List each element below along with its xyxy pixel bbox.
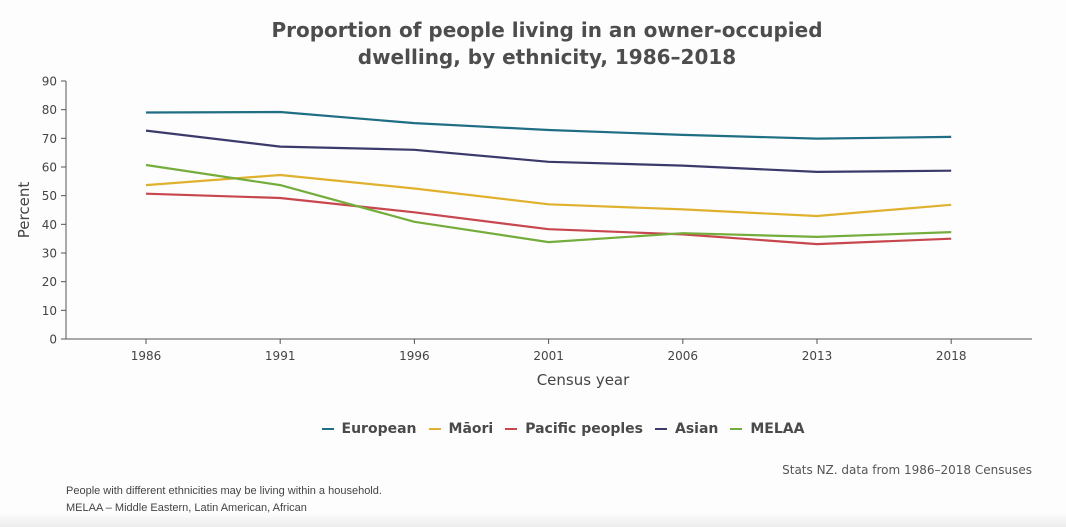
y-tick-label: 20	[42, 275, 57, 289]
x-tick-label: 2018	[936, 349, 967, 363]
bottom-fade	[0, 513, 1066, 527]
x-tick-label: 2013	[802, 349, 833, 363]
legend-item[interactable]: Asian	[654, 421, 719, 437]
chart-title-line-1: Proportion of people living in an owner-…	[271, 18, 823, 42]
chart-title-line-2: dwelling, by ethnicity, 1986–2018	[357, 45, 737, 69]
footnote-households: People with different ethnicities may be…	[66, 485, 382, 497]
legend-swatch	[505, 428, 518, 430]
series-line-european	[145, 110, 952, 140]
series-line-asian	[145, 129, 952, 173]
legend-label: European	[341, 421, 417, 437]
y-tick-label: 40	[42, 218, 57, 232]
legend-swatch	[730, 428, 743, 430]
y-tick-label: 0	[49, 333, 57, 347]
legend: European Māori Pacific peoples Asian MELAA	[0, 421, 1066, 437]
y-axis-label: Percent	[15, 182, 33, 239]
legend-label: Asian	[674, 421, 719, 437]
footnotes: People with different ethnicities may be…	[66, 483, 382, 517]
y-tick-label: 90	[42, 75, 57, 89]
legend-swatch	[654, 428, 667, 430]
legend-label: Māori	[448, 421, 494, 437]
y-tick-label: 60	[42, 161, 57, 175]
x-tick-label: 1986	[131, 349, 162, 363]
x-tick-label: 2001	[533, 349, 564, 363]
series-line-pacific-peoples	[145, 192, 952, 246]
x-axis-label: Census year	[537, 371, 630, 389]
series-line-m-ori	[145, 173, 952, 218]
footnote-melaa: MELAA – Middle Eastern, Latin American, …	[66, 502, 307, 514]
legend-item[interactable]: MELAA	[730, 421, 804, 437]
legend-item[interactable]: European	[321, 421, 417, 437]
y-tick-label: 30	[42, 247, 57, 261]
legend-item[interactable]: Māori	[428, 421, 494, 437]
x-tick-label: 2006	[668, 349, 699, 363]
y-tick-label: 10	[42, 304, 57, 318]
y-tick-label: 70	[42, 132, 57, 146]
legend-label: MELAA	[750, 421, 805, 437]
source-note: Stats NZ. data from 1986–2018 Censuses	[782, 463, 1032, 477]
y-tick-label: 80	[42, 103, 57, 117]
legend-label: Pacific peoples	[525, 421, 643, 437]
y-tick-label: 50	[42, 189, 57, 203]
chart-title: Proportion of people living in an owner-…	[0, 17, 1066, 71]
series-lines	[145, 110, 952, 246]
series-line-melaa	[145, 163, 952, 244]
x-tick-label: 1996	[399, 349, 430, 363]
axes: 0 10 20 30 40 50 60 70 80 90 1986 1991 1996 2001 2006 2…	[42, 75, 1032, 363]
x-tick-label: 1991	[265, 349, 296, 363]
legend-swatch	[321, 428, 334, 430]
legend-item[interactable]: Pacific peoples	[505, 421, 643, 437]
line-chart: 0 10 20 30 40 50 60 70 80 90 1986 1991 1996 2001 2006 2…	[15, 75, 1032, 389]
legend-swatch	[428, 428, 441, 430]
